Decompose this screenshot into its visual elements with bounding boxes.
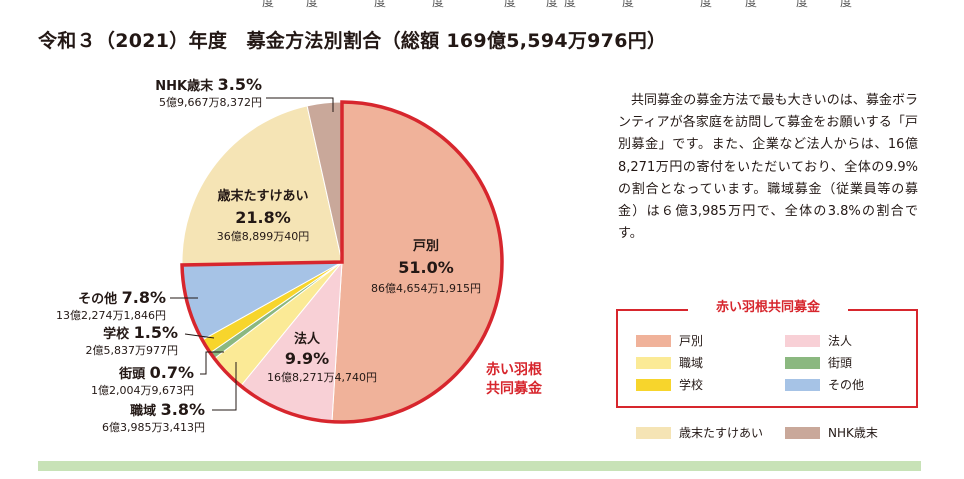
legend-swatch [636,426,671,439]
legend-swatch [636,378,671,391]
leader-line-gakko [184,333,215,339]
leader-line-shokuiki [212,362,237,411]
strip-glyph: 度 [564,0,577,8]
legend-label: 学校 [679,378,704,392]
label-kobetsu-percent: 51.0% [398,258,454,277]
label-sonota-percent: 7.8% [122,288,166,307]
strip-glyph: 度 [700,0,713,8]
label-nhk-heading: NHK歳末 3.5% [155,75,262,94]
label-gaito-heading: 街頭 0.7% [118,363,194,382]
legend-swatch [785,334,820,347]
label-nhk-name: NHK歳末 [155,78,217,94]
label-hojin-name: 法人 [294,331,321,347]
label-gaito-percent: 0.7% [150,363,194,382]
label-nhk-amount: 5億9,667万8,372円 [159,96,262,109]
legend-label: 戸別 [679,334,704,348]
legend-item-gaito: 街頭 [785,354,852,371]
label-sonota-heading: その他 7.8% [78,288,166,307]
red-group-outline [180,100,504,424]
legend-swatch [785,378,820,391]
label-shokuiki-amount: 6億3,985万3,413円 [102,421,205,434]
label-gakko-heading: 学校 1.5% [103,323,178,342]
label-gakko-percent: 1.5% [134,323,178,342]
strip-glyph: 度 [745,0,758,8]
description-text: 共同募金の募金方法で最も大きいのは、募金ボランティアが各家庭を訪問して募金をお願… [618,90,918,245]
pie-slice-6 [181,105,343,266]
legend-swatch [636,334,671,347]
red-group-label-line1: 赤い羽根 [486,361,543,378]
label-saimatsu-name: 歳末たすけあい [217,188,308,204]
strip-glyph: 度 [796,0,809,8]
label-gaito-amount: 1億2,004万9,673円 [91,384,194,397]
label-sonota-amount: 13億2,274万1,846円 [56,309,166,322]
legend-swatch [636,356,671,369]
legend-swatch [785,356,820,369]
strip-glyph: 度 [432,0,445,8]
top-cropped-strip: 度度度度度度度度度度度度 [0,0,964,8]
legend-item-sonota: その他 [785,376,864,393]
strip-glyph: 度 [306,0,319,8]
strip-glyph: 度 [262,0,275,8]
label-sonota-name: その他 [78,291,122,307]
label-shokuiki-name: 職域 [130,403,161,419]
legend-label: 職域 [679,356,704,370]
label-gakko-amount: 2億5,837万977円 [86,344,179,357]
legend-label: 法人 [828,334,853,348]
legend-label: その他 [828,378,865,392]
label-shokuiki-percent: 3.8% [161,400,205,419]
strip-glyph: 度 [546,0,559,8]
legend-swatch [785,426,820,439]
legend-item-kobetsu: 戸別 [636,332,703,349]
page-title: 令和３（2021）年度 募金方法別割合（総額 169億5,594万976円） [38,30,667,52]
label-hojin-amount: 16億8,271万4,740円 [267,371,377,384]
legend-item-gakko: 学校 [636,376,703,393]
description-paragraph: 共同募金の募金方法で最も大きいのは、募金ボランティアが各家庭を訪問して募金をお願… [618,93,918,242]
label-gaito-name: 街頭 [118,366,150,382]
legend-item-saimatsu: 歳末たすけあい [636,424,763,441]
strip-glyph: 度 [840,0,853,8]
label-kobetsu-name: 戸別 [413,239,439,254]
legend-label: 歳末たすけあい [679,426,764,440]
label-saimatsu-amount: 36億8,899万40円 [217,230,310,243]
leader-line-gaito [200,351,224,375]
legend-item-shokuiki: 職域 [636,354,703,371]
strip-glyph: 度 [504,0,517,8]
strip-glyph: 度 [374,0,387,8]
label-kobetsu-amount: 86億4,654万1,915円 [371,282,481,295]
label-shokuiki-heading: 職域 3.8% [130,400,205,419]
label-nhk-percent: 3.5% [218,75,262,94]
label-saimatsu-percent: 21.8% [235,208,291,227]
strip-glyph: 度 [622,0,635,8]
red-group-label-line2: 共同募金 [486,380,543,397]
legend-label: 街頭 [828,356,853,370]
label-gakko-name: 学校 [103,326,134,342]
bottom-divider-bar [38,461,921,471]
leader-line-nhk [266,97,334,112]
legend-item-nhk: NHK歳末 [785,424,878,441]
legend-item-hojin: 法人 [785,332,852,349]
label-hojin-percent: 9.9% [285,349,329,368]
legend-title: 赤い羽根共同募金 [688,300,848,316]
legend-label: NHK歳末 [828,426,878,440]
